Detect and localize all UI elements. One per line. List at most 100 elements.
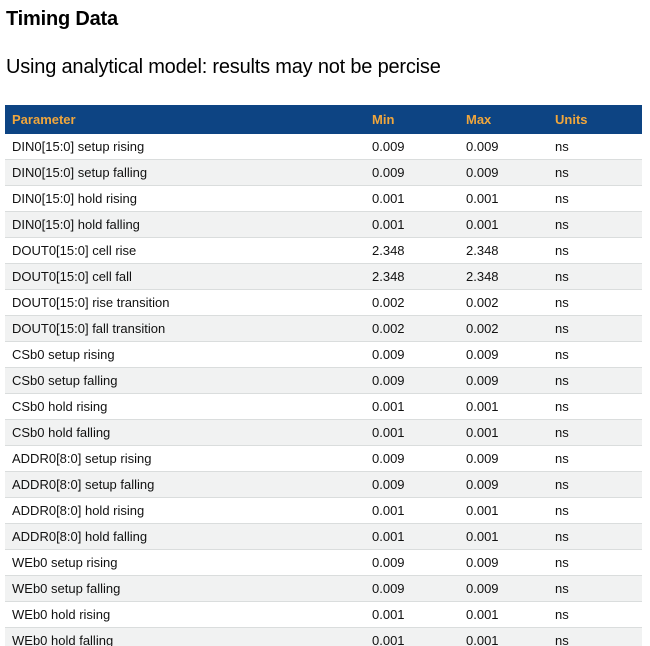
table-row: DIN0[15:0] hold falling 0.001 0.001 ns [5, 211, 642, 238]
table-header: Parameter Min Max Units [5, 105, 642, 134]
cell-units: ns [555, 185, 642, 212]
cell-max: 0.009 [466, 445, 555, 472]
cell-parameter: DOUT0[15:0] cell rise [5, 237, 372, 264]
cell-units: ns [555, 289, 642, 316]
table-row: WEb0 hold rising 0.001 0.001 ns [5, 601, 642, 628]
cell-parameter: WEb0 hold rising [5, 601, 372, 628]
table-row: DOUT0[15:0] cell rise 2.348 2.348 ns [5, 237, 642, 264]
page-subtitle: Using analytical model: results may not … [6, 56, 441, 78]
cell-parameter: WEb0 setup falling [5, 575, 372, 602]
table-row: CSb0 setup rising 0.009 0.009 ns [5, 341, 642, 368]
cell-min: 2.348 [372, 237, 466, 264]
cell-min: 0.009 [372, 445, 466, 472]
cell-max: 0.001 [466, 393, 555, 420]
cell-max: 0.002 [466, 315, 555, 342]
cell-max: 0.001 [466, 419, 555, 446]
table-row: CSb0 hold rising 0.001 0.001 ns [5, 393, 642, 420]
cell-parameter: ADDR0[8:0] hold rising [5, 497, 372, 524]
cell-parameter: ADDR0[8:0] setup falling [5, 471, 372, 498]
cell-max: 0.009 [466, 549, 555, 576]
table-row: DIN0[15:0] setup falling 0.009 0.009 ns [5, 159, 642, 186]
cell-parameter: DOUT0[15:0] fall transition [5, 315, 372, 342]
cell-max: 0.001 [466, 185, 555, 212]
cell-min: 0.002 [372, 315, 466, 342]
cell-units: ns [555, 211, 642, 238]
cell-units: ns [555, 263, 642, 290]
table-row: DOUT0[15:0] rise transition 0.002 0.002 … [5, 289, 642, 316]
cell-min: 0.001 [372, 601, 466, 628]
cell-max: 0.009 [466, 341, 555, 368]
table-row: CSb0 hold falling 0.001 0.001 ns [5, 419, 642, 446]
cell-max: 0.009 [466, 575, 555, 602]
cell-max: 0.001 [466, 601, 555, 628]
table-row: DIN0[15:0] hold rising 0.001 0.001 ns [5, 185, 642, 212]
timing-data-table: Parameter Min Max Units DIN0[15:0] setup… [5, 105, 642, 646]
cell-parameter: CSb0 setup falling [5, 367, 372, 394]
cell-min: 0.001 [372, 393, 466, 420]
table-row: WEb0 setup falling 0.009 0.009 ns [5, 575, 642, 602]
cell-units: ns [555, 549, 642, 576]
cell-units: ns [555, 601, 642, 628]
cell-units: ns [555, 159, 642, 186]
cell-min: 2.348 [372, 263, 466, 290]
cell-max: 2.348 [466, 263, 555, 290]
table-row: DIN0[15:0] setup rising 0.009 0.009 ns [5, 134, 642, 160]
cell-units: ns [555, 237, 642, 264]
cell-units: ns [555, 471, 642, 498]
cell-max: 0.009 [466, 159, 555, 186]
table-header-row: Parameter Min Max Units [5, 105, 642, 134]
table-body: DIN0[15:0] setup rising 0.009 0.009 ns D… [5, 134, 642, 646]
table-row: ADDR0[8:0] hold falling 0.001 0.001 ns [5, 523, 642, 550]
cell-min: 0.009 [372, 159, 466, 186]
table-row: DOUT0[15:0] fall transition 0.002 0.002 … [5, 315, 642, 342]
cell-min: 0.001 [372, 497, 466, 524]
table-row: WEb0 setup rising 0.009 0.009 ns [5, 549, 642, 576]
cell-max: 0.009 [466, 134, 555, 160]
cell-parameter: ADDR0[8:0] hold falling [5, 523, 372, 550]
cell-max: 0.009 [466, 471, 555, 498]
cell-parameter: ADDR0[8:0] setup rising [5, 445, 372, 472]
cell-min: 0.001 [372, 523, 466, 550]
column-header-units: Units [555, 105, 642, 134]
cell-parameter: DOUT0[15:0] cell fall [5, 263, 372, 290]
cell-min: 0.009 [372, 575, 466, 602]
cell-parameter: DIN0[15:0] hold rising [5, 185, 372, 212]
cell-max: 0.001 [466, 627, 555, 646]
cell-max: 0.001 [466, 497, 555, 524]
cell-units: ns [555, 315, 642, 342]
page-title: Timing Data [6, 8, 118, 30]
cell-units: ns [555, 367, 642, 394]
cell-units: ns [555, 419, 642, 446]
table-row: ADDR0[8:0] setup falling 0.009 0.009 ns [5, 471, 642, 498]
table-row: WEb0 hold falling 0.001 0.001 ns [5, 627, 642, 646]
cell-max: 2.348 [466, 237, 555, 264]
cell-min: 0.009 [372, 341, 466, 368]
column-header-parameter: Parameter [5, 105, 372, 134]
cell-min: 0.009 [372, 134, 466, 160]
cell-parameter: CSb0 hold rising [5, 393, 372, 420]
table-row: ADDR0[8:0] setup rising 0.009 0.009 ns [5, 445, 642, 472]
cell-parameter: DOUT0[15:0] rise transition [5, 289, 372, 316]
cell-parameter: CSb0 setup rising [5, 341, 372, 368]
cell-min: 0.002 [372, 289, 466, 316]
cell-units: ns [555, 341, 642, 368]
cell-parameter: DIN0[15:0] setup falling [5, 159, 372, 186]
cell-units: ns [555, 134, 642, 160]
cell-max: 0.002 [466, 289, 555, 316]
cell-parameter: DIN0[15:0] hold falling [5, 211, 372, 238]
cell-units: ns [555, 445, 642, 472]
cell-parameter: WEb0 setup rising [5, 549, 372, 576]
table-row: CSb0 setup falling 0.009 0.009 ns [5, 367, 642, 394]
cell-min: 0.009 [372, 367, 466, 394]
cell-units: ns [555, 393, 642, 420]
cell-min: 0.001 [372, 627, 466, 646]
table-row: DOUT0[15:0] cell fall 2.348 2.348 ns [5, 263, 642, 290]
cell-units: ns [555, 523, 642, 550]
table-row: ADDR0[8:0] hold rising 0.001 0.001 ns [5, 497, 642, 524]
cell-max: 0.001 [466, 523, 555, 550]
cell-parameter: CSb0 hold falling [5, 419, 372, 446]
column-header-min: Min [372, 105, 466, 134]
cell-min: 0.009 [372, 549, 466, 576]
cell-min: 0.001 [372, 419, 466, 446]
